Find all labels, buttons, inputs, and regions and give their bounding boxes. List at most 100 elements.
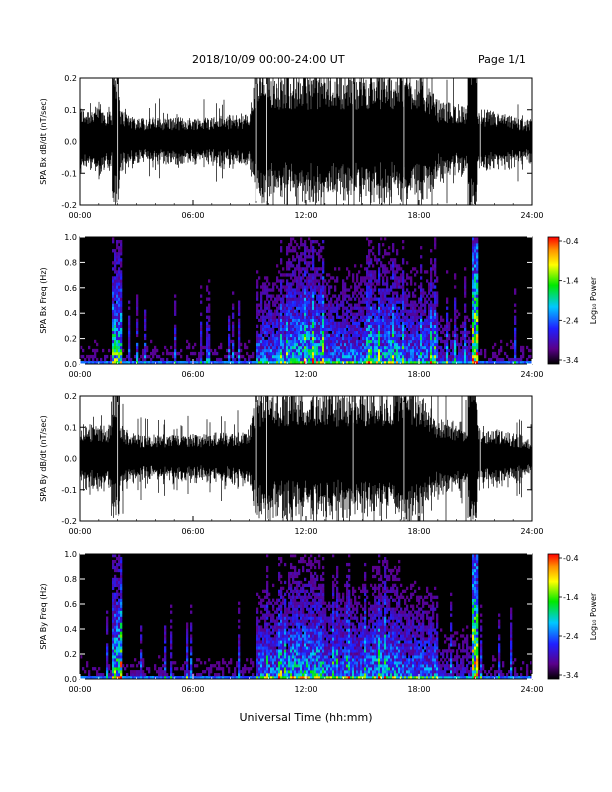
spectrogram-cell — [140, 664, 143, 668]
spectrogram-cell — [116, 601, 119, 605]
spectrogram-cell — [176, 351, 179, 356]
spectrogram-cell — [472, 348, 475, 353]
spectrogram-cell — [136, 330, 139, 335]
spectrogram-cell — [114, 613, 117, 617]
spectrogram-cell — [272, 336, 275, 341]
spectrogram-cell — [306, 246, 309, 250]
spectrogram-cell — [426, 339, 429, 344]
spectrogram-cell — [274, 300, 277, 304]
spectrogram-cell — [112, 348, 115, 353]
spectrogram-cell — [296, 300, 299, 304]
spectrogram-cell — [294, 288, 297, 292]
spectrogram-cell — [458, 342, 461, 347]
spectrogram-cell — [266, 279, 269, 283]
spectrogram-cell — [114, 297, 117, 301]
spectrogram-cell — [388, 309, 391, 313]
spectrogram-cell — [298, 306, 301, 310]
spectrogram-cell — [482, 360, 485, 365]
spectrogram-cell — [330, 333, 333, 338]
spectrogram-cell — [254, 360, 257, 365]
spectrogram-cell — [514, 309, 517, 313]
spectrogram-cell — [386, 330, 389, 335]
spectrogram-cell — [108, 676, 111, 680]
spectrogram-cell — [306, 652, 309, 656]
spectrogram-cell — [464, 291, 467, 295]
spectrogram-cell — [382, 321, 385, 325]
spectrogram-cell — [316, 348, 319, 353]
spectrogram-cell — [302, 649, 305, 653]
spectrogram-cell — [294, 574, 297, 579]
spectrogram-cell — [142, 360, 145, 365]
spectrogram-cell — [310, 327, 313, 332]
spectrogram-cell — [422, 336, 425, 341]
spectrogram-cell — [396, 282, 399, 286]
spectrogram-cell — [440, 351, 443, 356]
spectrogram-cell — [296, 303, 299, 307]
spectrogram-cell — [372, 327, 375, 332]
spectrogram-cell — [328, 360, 331, 365]
spectrogram-cell — [426, 327, 429, 332]
spectrogram-cell — [432, 360, 435, 365]
spectrogram-cell — [424, 297, 427, 301]
spectrogram-cell — [372, 333, 375, 338]
spectrogram-cell — [160, 673, 163, 677]
spectrogram-cell — [300, 622, 303, 626]
spectrogram-cell — [256, 622, 259, 626]
spectrogram-cell — [348, 357, 351, 362]
spectrogram-cell — [256, 339, 259, 344]
spectrogram-cell — [292, 270, 295, 274]
spectrogram-cell — [294, 601, 297, 605]
spectrogram-cell — [164, 658, 167, 662]
spectrogram-cell — [272, 339, 275, 344]
spectrogram-cell — [494, 360, 497, 365]
spectrogram-cell — [372, 348, 375, 353]
spectrogram-cell — [264, 345, 267, 350]
spectrogram-cell — [364, 267, 367, 271]
spectrogram-cell — [280, 649, 283, 653]
spectrogram-cell — [284, 622, 287, 626]
spectrogram-cell — [202, 345, 205, 350]
spectrogram-cell — [256, 348, 259, 353]
spectrogram-cell — [264, 321, 267, 325]
spectrogram-cell — [370, 312, 373, 316]
spectrogram-cell — [290, 628, 293, 632]
spectrogram-cell — [246, 658, 249, 662]
spectrogram-cell — [284, 303, 287, 307]
spectrogram-cell — [346, 336, 349, 341]
spectrogram-cell — [302, 318, 305, 322]
spectrogram-cell — [232, 357, 235, 362]
spectrogram-cell — [238, 309, 241, 313]
spectrogram-cell — [322, 321, 325, 325]
spectrogram-cell — [330, 339, 333, 344]
spectrogram-cell — [308, 297, 311, 301]
spectrogram-cell — [310, 294, 313, 298]
spectrogram-cell — [374, 285, 377, 289]
spectrogram-cell — [364, 330, 367, 335]
spectrogram-cell — [146, 354, 149, 359]
spectrogram-cell — [252, 664, 255, 668]
spectrogram-cell — [224, 676, 227, 680]
spectrogram-cell — [384, 252, 387, 256]
spectrogram-cell — [268, 652, 271, 656]
spectrogram-cell — [368, 333, 371, 338]
spectrogram-cell — [396, 300, 399, 304]
spectrogram-cell — [174, 333, 177, 338]
spectrogram-cell — [220, 360, 223, 365]
spectrogram-cell — [342, 297, 345, 301]
spectrogram-cell — [294, 318, 297, 322]
spectrogram-cell — [288, 258, 291, 262]
spectrogram-cell — [434, 345, 437, 350]
spectrogram-cell — [454, 303, 457, 307]
spectrogram-cell — [420, 303, 423, 307]
spectrogram-cell — [276, 357, 279, 362]
spectrogram-cell — [286, 607, 289, 611]
spectrogram-cell — [390, 342, 393, 347]
spectrogram-cell — [300, 559, 303, 564]
spectrogram-cell — [298, 330, 301, 335]
spectrogram-cell — [292, 634, 295, 638]
spectrogram-cell — [444, 324, 447, 329]
spectrogram-cell — [420, 348, 423, 353]
spectrogram-cell — [514, 351, 517, 356]
spectrogram-cell — [446, 300, 449, 304]
spectrogram-cell — [522, 345, 525, 350]
